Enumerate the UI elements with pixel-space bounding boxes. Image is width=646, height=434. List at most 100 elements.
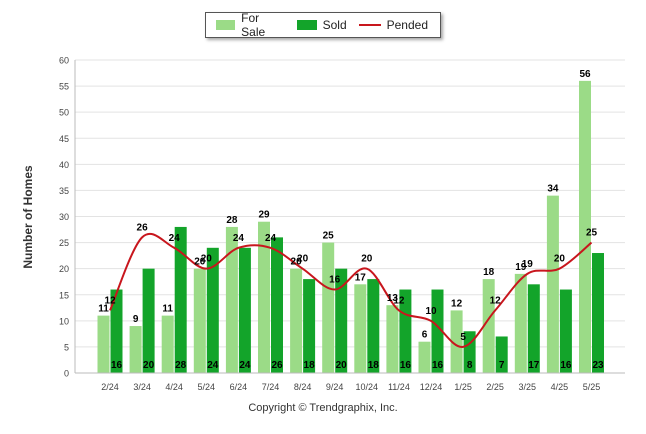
data-label-pended: 24 — [169, 233, 181, 244]
data-label-sold: 16 — [400, 360, 412, 371]
y-tick-label: 20 — [59, 264, 69, 274]
data-label-sold: 18 — [368, 360, 380, 371]
bar-for-sale — [418, 341, 431, 373]
y-tick-label: 35 — [59, 186, 69, 196]
y-tick-label: 30 — [59, 212, 69, 222]
bar-sold — [431, 289, 444, 373]
data-label-for-sale: 6 — [422, 330, 428, 341]
x-tick-label: 3/24 — [133, 382, 151, 392]
axes: 0 5 10 15 20 25 30 35 40 45 50 55 60 2/24 3/24 4/24 5/24… — [59, 56, 625, 392]
legend-item-for-sale[interactable]: For Sale — [216, 11, 285, 39]
x-tick-label: 4/24 — [165, 382, 183, 392]
bar-for-sale — [579, 80, 591, 373]
data-label-pended: 10 — [425, 306, 437, 317]
bar-sold — [527, 284, 540, 373]
bar-for-sale — [514, 273, 527, 373]
data-label-pended: 20 — [361, 254, 373, 265]
legend-item-sold[interactable]: Sold — [296, 18, 347, 32]
y-tick-label: 60 — [59, 56, 69, 66]
data-label-for-sale: 11 — [162, 304, 173, 315]
bar-for-sale — [290, 268, 303, 373]
y-tick-label: 55 — [59, 82, 69, 92]
bar-sold — [174, 226, 187, 373]
legend-label-pended: Pended — [386, 18, 428, 32]
data-label-sold: 28 — [175, 360, 187, 371]
y-tick-label: 25 — [59, 238, 69, 248]
data-label-pended: 24 — [233, 233, 245, 244]
pended-line-layer — [109, 232, 593, 348]
data-labels: 11 16 9 20 11 28 20 24 28 24 29 26 20 18 25 20 17 18 13 16 6… — [98, 69, 604, 371]
bar-for-sale — [129, 326, 142, 373]
data-label-pended: 16 — [329, 275, 341, 286]
x-tick-label: 12/24 — [420, 382, 443, 392]
data-label-sold: 16 — [111, 360, 123, 371]
x-tick-label: 8/24 — [294, 382, 312, 392]
data-label-sold: 17 — [528, 360, 540, 371]
legend-item-pended[interactable]: Pended — [358, 18, 428, 32]
data-label-pended: 25 — [586, 228, 598, 239]
bar-for-sale — [386, 305, 399, 373]
x-tick-label: 10/24 — [356, 382, 379, 392]
bar-for-sale — [258, 221, 270, 373]
bar-sold — [559, 289, 572, 373]
data-label-for-sale: 12 — [451, 298, 463, 309]
y-tick-label: 15 — [59, 290, 69, 300]
y-tick-label: 50 — [59, 108, 69, 118]
bar-for-sale — [225, 226, 238, 373]
bars — [97, 80, 604, 373]
x-tick-label: 6/24 — [230, 382, 248, 392]
bar-sold — [142, 268, 155, 373]
data-label-for-sale: 18 — [483, 267, 495, 278]
bar-sold — [303, 279, 316, 373]
legend: For Sale Sold Pended — [205, 11, 441, 39]
data-label-sold: 7 — [499, 360, 505, 371]
data-label-pended: 20 — [554, 254, 566, 265]
data-label-for-sale: 56 — [579, 69, 591, 80]
bar-sold — [110, 289, 123, 373]
bar-for-sale — [97, 315, 110, 373]
data-label-sold: 24 — [239, 360, 251, 371]
bar-for-sale — [322, 242, 335, 373]
copyright-text: Copyright © Trendgraphix, Inc. — [248, 402, 398, 414]
bar-sold — [206, 247, 219, 373]
data-label-for-sale: 19 — [515, 262, 527, 273]
bar-sold — [271, 237, 283, 373]
data-label-pended: 12 — [104, 295, 116, 306]
data-label-for-sale: 20 — [194, 257, 206, 268]
bar-for-sale — [161, 315, 174, 373]
bar-sold — [495, 336, 508, 373]
bar-for-sale — [354, 284, 367, 373]
bar-sold — [367, 279, 380, 373]
data-label-sold: 20 — [336, 360, 348, 371]
bar-for-sale — [482, 279, 495, 373]
data-label-for-sale: 17 — [355, 272, 367, 283]
data-label-for-sale: 20 — [291, 257, 303, 268]
y-tick-label: 5 — [64, 342, 69, 352]
data-label-pended: 12 — [490, 295, 502, 306]
data-label-pended: 20 — [201, 254, 213, 265]
x-tick-label: 7/24 — [262, 382, 280, 392]
data-label-pended: 24 — [265, 233, 277, 244]
x-tick-label: 5/24 — [198, 382, 216, 392]
x-tick-label: 9/24 — [326, 382, 344, 392]
data-label-pended: 12 — [393, 295, 405, 306]
data-label-pended: 26 — [137, 222, 149, 233]
bar-for-sale — [450, 310, 463, 373]
x-tick-label: 11/24 — [388, 382, 410, 392]
data-label-sold: 23 — [592, 360, 604, 371]
grid-lines — [75, 59, 625, 374]
data-label-for-sale: 25 — [323, 231, 335, 242]
for-sale-swatch — [216, 20, 236, 30]
pended-line — [109, 232, 593, 348]
data-label-sold: 20 — [143, 360, 155, 371]
y-tick-label: 45 — [59, 134, 69, 144]
legend-label-for-sale: For Sale — [241, 11, 266, 39]
y-tick-label: 10 — [59, 316, 69, 326]
bar-for-sale — [193, 268, 206, 373]
data-label-for-sale: 34 — [547, 184, 559, 195]
y-tick-label: 40 — [59, 160, 69, 170]
data-label-pended: 5 — [460, 332, 466, 343]
x-tick-label: 1/25 — [454, 382, 472, 392]
sold-swatch — [296, 20, 317, 30]
data-label-sold: 24 — [207, 360, 219, 371]
